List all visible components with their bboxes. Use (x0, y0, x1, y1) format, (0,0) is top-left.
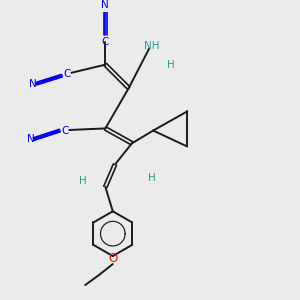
Text: H: H (148, 173, 156, 183)
Text: H: H (167, 60, 175, 70)
Text: C: C (61, 126, 69, 136)
Text: H: H (79, 176, 87, 185)
Text: N: N (27, 134, 35, 144)
Text: O: O (108, 252, 117, 265)
Text: N: N (29, 79, 37, 89)
Text: C: C (102, 37, 109, 47)
Text: NH: NH (144, 40, 160, 50)
Text: N: N (101, 0, 109, 10)
Text: C: C (63, 69, 71, 79)
